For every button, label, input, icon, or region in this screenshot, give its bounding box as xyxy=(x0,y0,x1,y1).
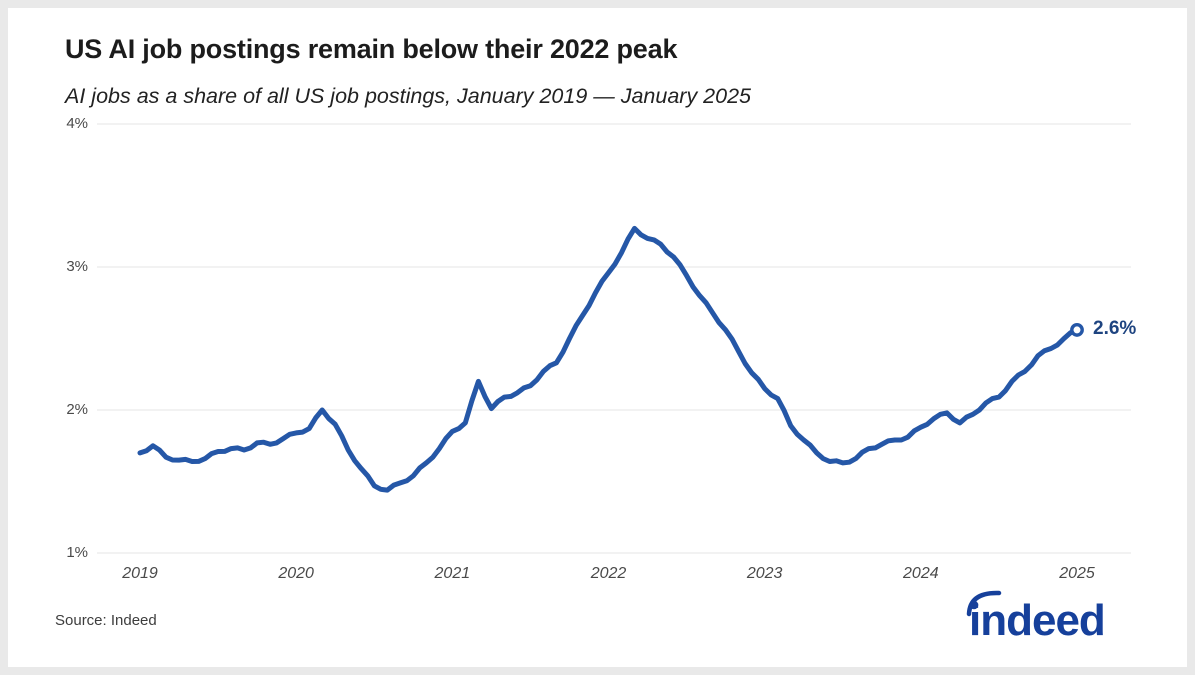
x-tick-label: 2023 xyxy=(746,565,783,582)
source-note: Source: Indeed xyxy=(55,612,157,629)
chart-title: US AI job postings remain below their 20… xyxy=(65,34,678,64)
x-tick-label: 2020 xyxy=(278,565,314,582)
chart-card: US AI job postings remain below their 20… xyxy=(8,8,1187,667)
end-point-marker xyxy=(1070,323,1084,337)
y-tick-label: 4% xyxy=(66,115,88,132)
y-tick-label: 1% xyxy=(66,544,88,561)
line-chart xyxy=(97,123,1131,554)
series-line xyxy=(137,225,1080,493)
x-tick-label: 2019 xyxy=(122,565,158,582)
x-tick-label: 2024 xyxy=(903,565,939,582)
logo-arc-icon xyxy=(966,590,1002,617)
x-tick-label: 2025 xyxy=(1059,565,1095,582)
x-tick-label: 2021 xyxy=(434,565,471,582)
gridlines xyxy=(97,123,1131,554)
logo-i-dot-icon xyxy=(969,600,979,610)
y-tick-label: 2% xyxy=(66,401,88,418)
end-value-label: 2.6% xyxy=(1093,317,1137,339)
x-tick-label: 2022 xyxy=(590,565,627,582)
indeed-logo: indeed xyxy=(966,590,1106,645)
chart-subtitle: AI jobs as a share of all US job posting… xyxy=(65,84,752,108)
logo-wordmark: indeed xyxy=(969,596,1105,645)
y-tick-label: 3% xyxy=(66,258,88,275)
